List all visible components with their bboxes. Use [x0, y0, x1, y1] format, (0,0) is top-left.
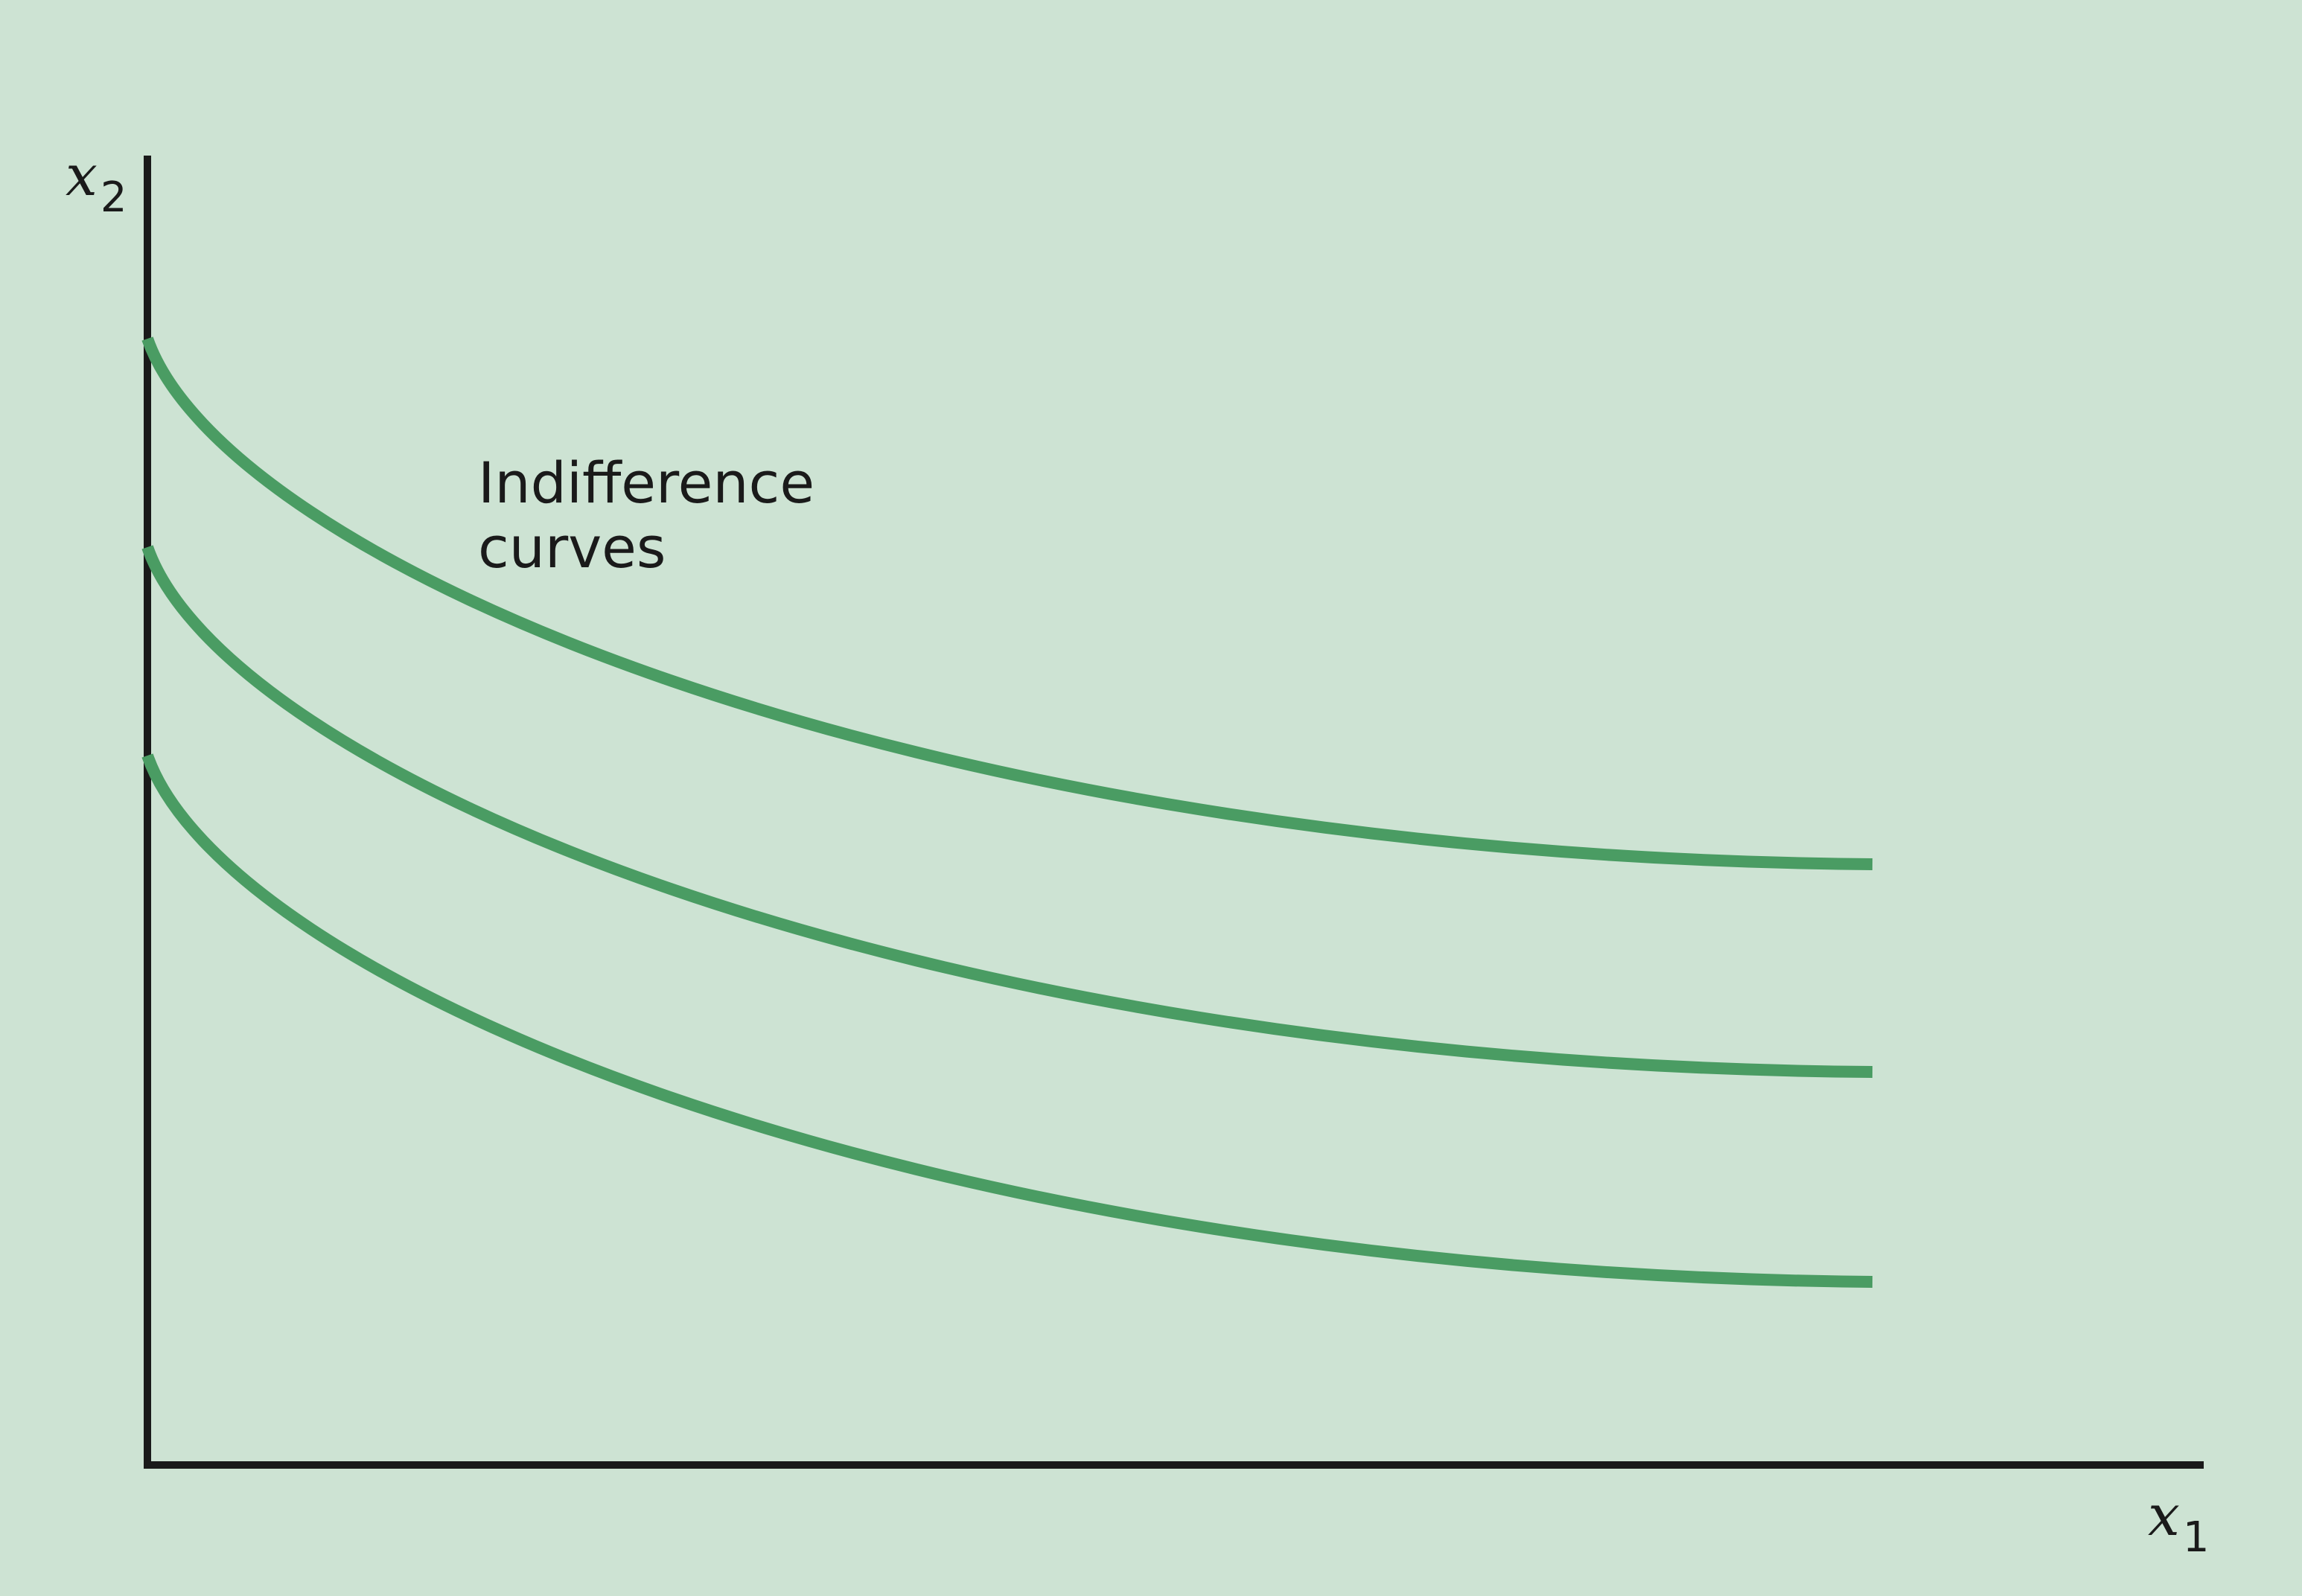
annotation-line-2: curves [478, 514, 666, 581]
annotation-line-1: Indifference [478, 450, 814, 516]
x-axis-label: x1 [2148, 1482, 2210, 1562]
indifference-curve-1 [141, 336, 1873, 870]
y-axis-label: x2 [66, 142, 127, 222]
indifference-curve-2 [141, 545, 1873, 1078]
indifference-curve-3 [141, 753, 1873, 1288]
